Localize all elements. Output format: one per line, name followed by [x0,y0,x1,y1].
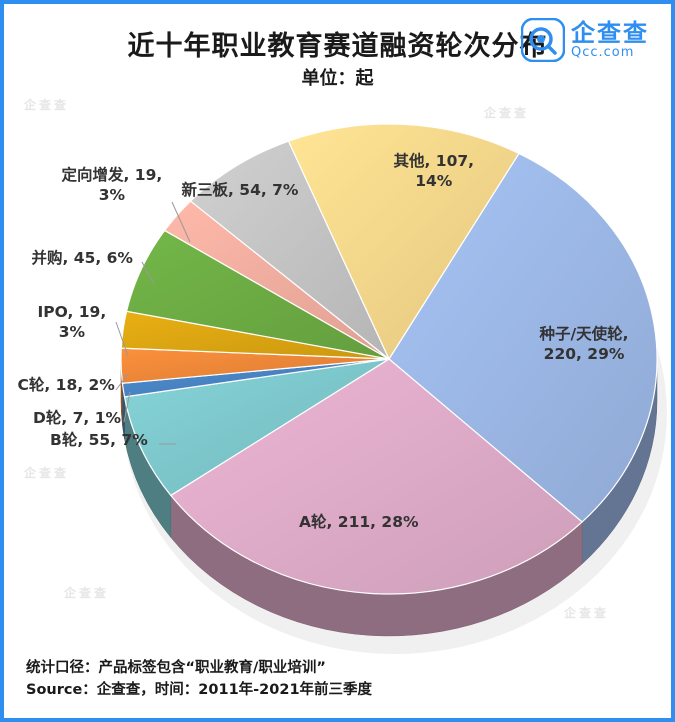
chart-title: 近十年职业教育赛道融资轮次分布 [127,31,548,62]
slice-label-D轮: D轮, 7, 1% [33,408,121,428]
slice-label-line: IPO, 19, [37,303,107,321]
slice-label-C轮: C轮, 18, 2% [18,375,115,395]
slice-label-line: D轮, 7, 1% [33,409,122,427]
logo-name: 企查查 [571,19,649,47]
slice-label-line: 220, 29% [543,345,625,363]
slice-label-line: 定向增发, 19, [61,166,163,184]
brand-logo: 企查查 Qcc.com [521,18,649,62]
slice-label-IPO: IPO, 19, 3% [38,302,107,342]
slice-label-line: C轮, 18, 2% [17,376,115,394]
leader-line [123,391,131,423]
leader-line [141,261,155,285]
watermark: 企查查 [24,466,70,480]
watermark: 企查查 [64,586,110,600]
slice-label-line: 新三板, 54, 7% [181,181,299,199]
pie-slice-其他 [287,123,520,361]
slice-label-line: 3% [58,323,86,341]
slice-label-种子/天使轮: 种子/天使轮, 220, 29% [540,324,629,364]
slice-label-A轮: A轮, 211, 28% [299,512,419,532]
chart-unit: 单位：起 [301,68,374,89]
slice-label-新三板: 新三板, 54, 7% [182,180,299,200]
leader-line [115,321,129,357]
pie-slice-B轮 [123,358,390,497]
slice-label-line: 种子/天使轮, [539,325,629,343]
watermark: 企查查 [484,106,530,120]
pie-slice-新三板 [189,140,390,360]
qcc-logo-icon [521,18,565,62]
slice-label-line: 并购, 45, 6% [31,249,133,267]
slice-label-line: 14% [415,172,453,190]
slice-label-定向增发: 定向增发, 19, 3% [62,165,163,205]
leader-line [115,373,129,391]
slice-label-line: A轮, 211, 28% [299,513,419,531]
slice-label-line: 3% [98,186,126,204]
pie-chart [115,123,667,654]
watermark: 企查查 [564,606,610,620]
slice-label-line: 其他, 107, [393,152,475,170]
slice-label-并购: 并购, 45, 6% [32,248,133,268]
slice-label-line: B轮, 55, 7% [50,431,148,449]
slice-label-其他: 其他, 107, 14% [394,151,475,191]
pie-slice-A轮 [169,358,584,595]
footer-source: Source：企查查，时间：2011年-2021年前三季度 [26,682,373,698]
leader-line [171,201,191,243]
footer-scope: 统计口径：产品标签包含“职业教育/职业培训” [26,660,326,676]
pie-slice-种子/天使轮 [388,152,658,523]
slice-label-B轮: B轮, 55, 7% [50,430,148,450]
watermark: 企查查 [24,98,70,112]
logo-domain: Qcc.com [571,45,635,60]
